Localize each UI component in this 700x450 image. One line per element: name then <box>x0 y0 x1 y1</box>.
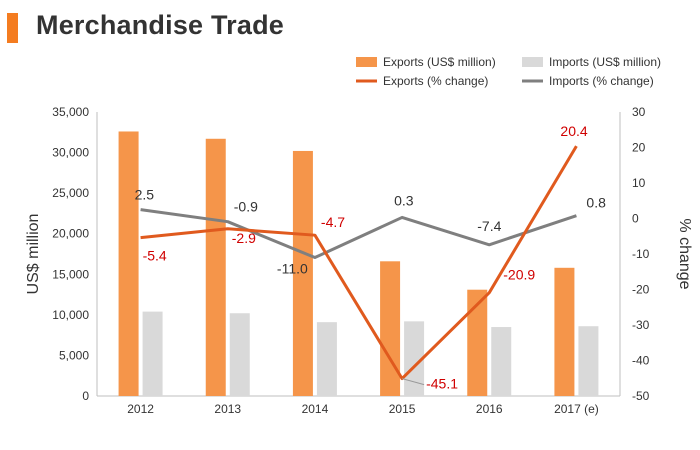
y-tick-label-right: 0 <box>632 212 639 226</box>
bars <box>118 131 599 396</box>
y-tick-label-left: 25,000 <box>52 186 89 200</box>
y-tick-label-left: 20,000 <box>52 227 89 241</box>
exports-bar <box>205 138 226 396</box>
lines <box>140 145 578 381</box>
exports-change-label: 20.4 <box>560 123 587 139</box>
legend-exports-line-label: Exports (% change) <box>383 74 488 88</box>
y-tick-label-left: 5,000 <box>59 348 89 362</box>
x-tick-label: 2012 <box>127 402 154 416</box>
page-title: Merchandise Trade <box>36 10 284 40</box>
legend-exports-bar-swatch <box>356 57 377 67</box>
legend-imports-bar-label: Imports (US$ million) <box>549 55 661 69</box>
x-tick-label: 2014 <box>302 402 329 416</box>
label-leader-line <box>401 378 425 386</box>
imports-change-line <box>140 208 577 260</box>
header: Merchandise Trade <box>0 0 700 56</box>
y-tick-label-left: 35,000 <box>52 105 89 119</box>
axes: 0 5,000 10,000 15,000 20,000 25,000 30,000 35,0… <box>25 105 693 416</box>
legend-exports-bar-label: Exports (US$ million) <box>383 55 496 69</box>
imports-change-label: 2.5 <box>135 187 155 203</box>
exports-change-line <box>140 145 578 381</box>
imports-bar <box>229 313 250 396</box>
exports-bar <box>467 289 488 396</box>
exports-change-label: -45.1 <box>426 376 458 392</box>
y-axis-right-title: % change <box>676 218 693 289</box>
exports-bar <box>118 131 139 396</box>
y-tick-label-right: -30 <box>632 318 650 332</box>
y-axis-left-title: US$ million <box>25 214 42 295</box>
imports-bar <box>491 327 512 396</box>
imports-bar <box>316 322 337 396</box>
imports-change-label: -7.4 <box>477 218 501 234</box>
exports-change-label: -4.7 <box>321 214 345 230</box>
y-tick-label-right: 30 <box>632 105 646 119</box>
legend: Exports (US$ million) Imports (US$ millio… <box>356 55 661 88</box>
exports-bar <box>380 261 401 396</box>
data-labels: 2.5 -0.9 -11.0 0.3 -7.4 0.8 -5.4 -2.9 -4.7 -45.1 -… <box>135 123 607 392</box>
x-tick-label: 2013 <box>214 402 241 416</box>
exports-bar <box>292 150 313 396</box>
y-tick-label-right: 10 <box>632 176 646 190</box>
exports-bar <box>554 267 575 396</box>
y-tick-label-left: 15,000 <box>52 267 89 281</box>
title-accent-bar <box>7 13 18 43</box>
imports-bar <box>404 321 425 396</box>
y-tick-label-right: 20 <box>632 141 646 155</box>
y-tick-label-right: -50 <box>632 389 650 403</box>
y-tick-label-right: -20 <box>632 283 650 297</box>
y-tick-label-left: 0 <box>82 389 89 403</box>
exports-change-label: -20.9 <box>503 267 535 283</box>
imports-bar <box>142 311 163 396</box>
imports-bar <box>578 326 599 396</box>
y-tick-label-left: 30,000 <box>52 146 89 160</box>
exports-change-label: -2.9 <box>232 230 256 246</box>
imports-change-label: -11.0 <box>277 261 308 277</box>
imports-change-label: -0.9 <box>234 199 258 215</box>
y-tick-label-left: 10,000 <box>52 308 89 322</box>
x-tick-label: 2015 <box>389 402 416 416</box>
imports-change-label: 0.8 <box>586 195 606 211</box>
legend-imports-bar-swatch <box>522 57 543 67</box>
x-tick-label: 2016 <box>476 402 503 416</box>
y-tick-label-right: -40 <box>632 354 650 368</box>
imports-change-label: 0.3 <box>394 192 414 208</box>
exports-change-label: -5.4 <box>143 248 167 264</box>
x-tick-label: 2017 (e) <box>554 402 599 416</box>
legend-imports-line-label: Imports (% change) <box>549 74 654 88</box>
y-tick-label-right: -10 <box>632 247 650 261</box>
